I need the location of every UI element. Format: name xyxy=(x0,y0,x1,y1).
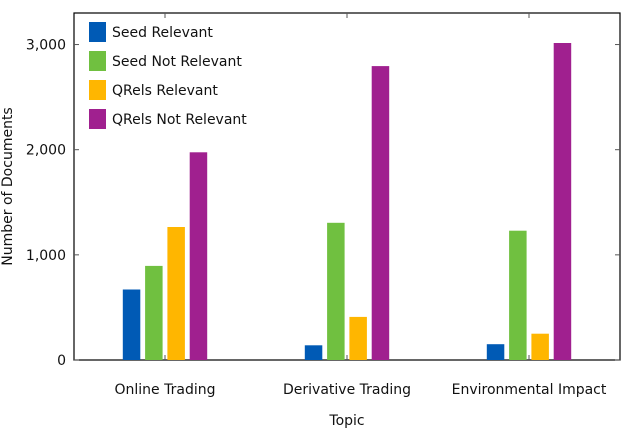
bar xyxy=(167,227,185,360)
y-tick-label: 2,000 xyxy=(26,143,66,159)
y-tick-label: 3,000 xyxy=(26,38,66,54)
bar xyxy=(553,43,572,360)
legend-label: Seed Not Relevant xyxy=(112,54,242,70)
legend-swatch xyxy=(89,22,106,42)
legend-swatch xyxy=(89,109,106,129)
x-tick-label: Online Trading xyxy=(115,382,216,398)
y-tick-label: 1,000 xyxy=(26,248,66,264)
bar xyxy=(304,345,323,360)
legend-label: Seed Relevant xyxy=(112,25,213,41)
bar xyxy=(349,316,367,360)
legend: Seed Relevant Seed Not Relevant QRels Rele… xyxy=(89,22,247,129)
bar xyxy=(531,333,549,360)
ticks: Online Trading Derivative Trading Environm… xyxy=(26,13,620,398)
legend-label: QRels Not Relevant xyxy=(112,112,247,128)
legend-swatch xyxy=(89,80,106,100)
bar xyxy=(327,222,345,360)
bar xyxy=(371,66,390,360)
x-tick-label: Environmental Impact xyxy=(452,382,607,398)
bar xyxy=(509,230,527,360)
bars xyxy=(122,43,572,360)
legend-label: QRels Relevant xyxy=(112,83,218,99)
bar xyxy=(145,265,163,360)
x-axis-title: Topic xyxy=(328,413,364,428)
bar xyxy=(486,344,505,360)
bar xyxy=(189,152,208,360)
x-tick-label: Derivative Trading xyxy=(283,382,411,398)
bar xyxy=(122,289,141,360)
legend-swatch xyxy=(89,51,106,71)
y-axis-title: Number of Documents xyxy=(0,107,16,265)
y-tick-label: 0 xyxy=(57,353,66,369)
